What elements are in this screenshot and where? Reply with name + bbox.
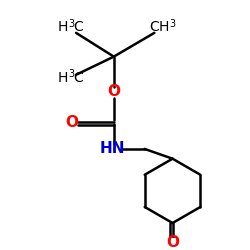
Text: H: H: [57, 20, 68, 34]
Text: C: C: [73, 20, 83, 34]
Text: H: H: [57, 70, 68, 85]
Text: O: O: [107, 84, 120, 99]
Text: 3: 3: [68, 69, 74, 79]
Text: O: O: [166, 235, 179, 250]
Text: O: O: [65, 115, 78, 130]
Text: C: C: [73, 70, 83, 85]
Text: H: H: [159, 20, 170, 34]
Text: 3: 3: [68, 19, 74, 29]
Text: 3: 3: [169, 19, 175, 29]
Text: C: C: [149, 20, 158, 34]
Text: HN: HN: [100, 142, 125, 156]
